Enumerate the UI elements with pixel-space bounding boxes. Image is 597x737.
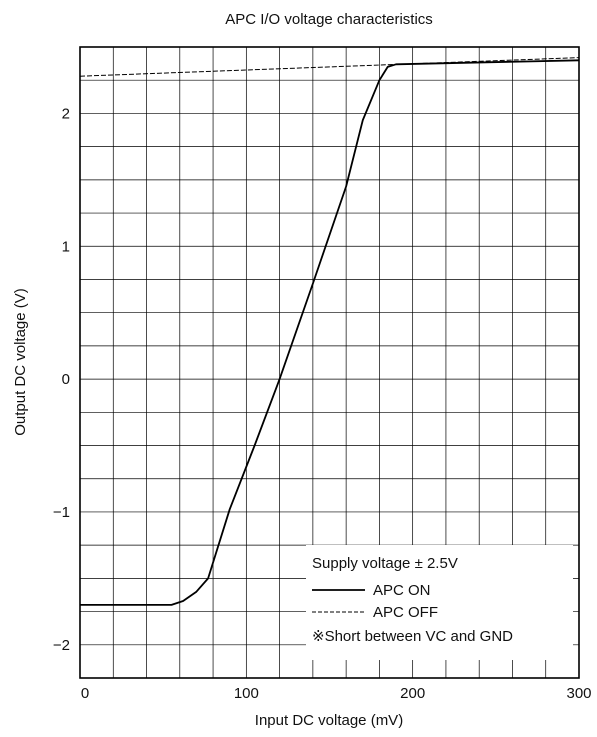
y-tick-label: 1	[62, 238, 70, 255]
x-tick-label: 0	[81, 685, 89, 702]
legend-box	[306, 545, 573, 660]
x-tick-label: 200	[400, 685, 425, 702]
y-axis-label: Output DC voltage (V)	[12, 288, 29, 436]
x-axis-label: Input DC voltage (mV)	[255, 712, 403, 729]
x-tick-labels: 0 100 200 300	[81, 685, 592, 702]
series-line-apc-off	[79, 57, 580, 77]
legend-label-apc-on: APC ON	[373, 582, 431, 599]
y-tick-label: 0	[62, 371, 70, 388]
plot-frame	[79, 46, 580, 679]
x-tick-label: 100	[234, 685, 259, 702]
series-layer	[79, 57, 580, 606]
x-tick-label: 300	[566, 685, 591, 702]
legend: Supply voltage ± 2.5V APC ON APC OFF ※Sh…	[306, 545, 573, 660]
y-tick-label: −1	[53, 504, 70, 521]
y-tick-labels: −2 −1 0 1 2	[53, 105, 70, 653]
y-tick-label: 2	[62, 105, 70, 122]
series-line-apc-on	[80, 59, 580, 606]
legend-title: Supply voltage ± 2.5V	[312, 555, 458, 572]
chart-title: APC I/O voltage characteristics	[225, 11, 433, 28]
y-tick-label: −2	[53, 637, 70, 654]
legend-label-apc-off: APC OFF	[373, 604, 438, 621]
legend-note: ※Short between VC and GND	[312, 628, 513, 645]
